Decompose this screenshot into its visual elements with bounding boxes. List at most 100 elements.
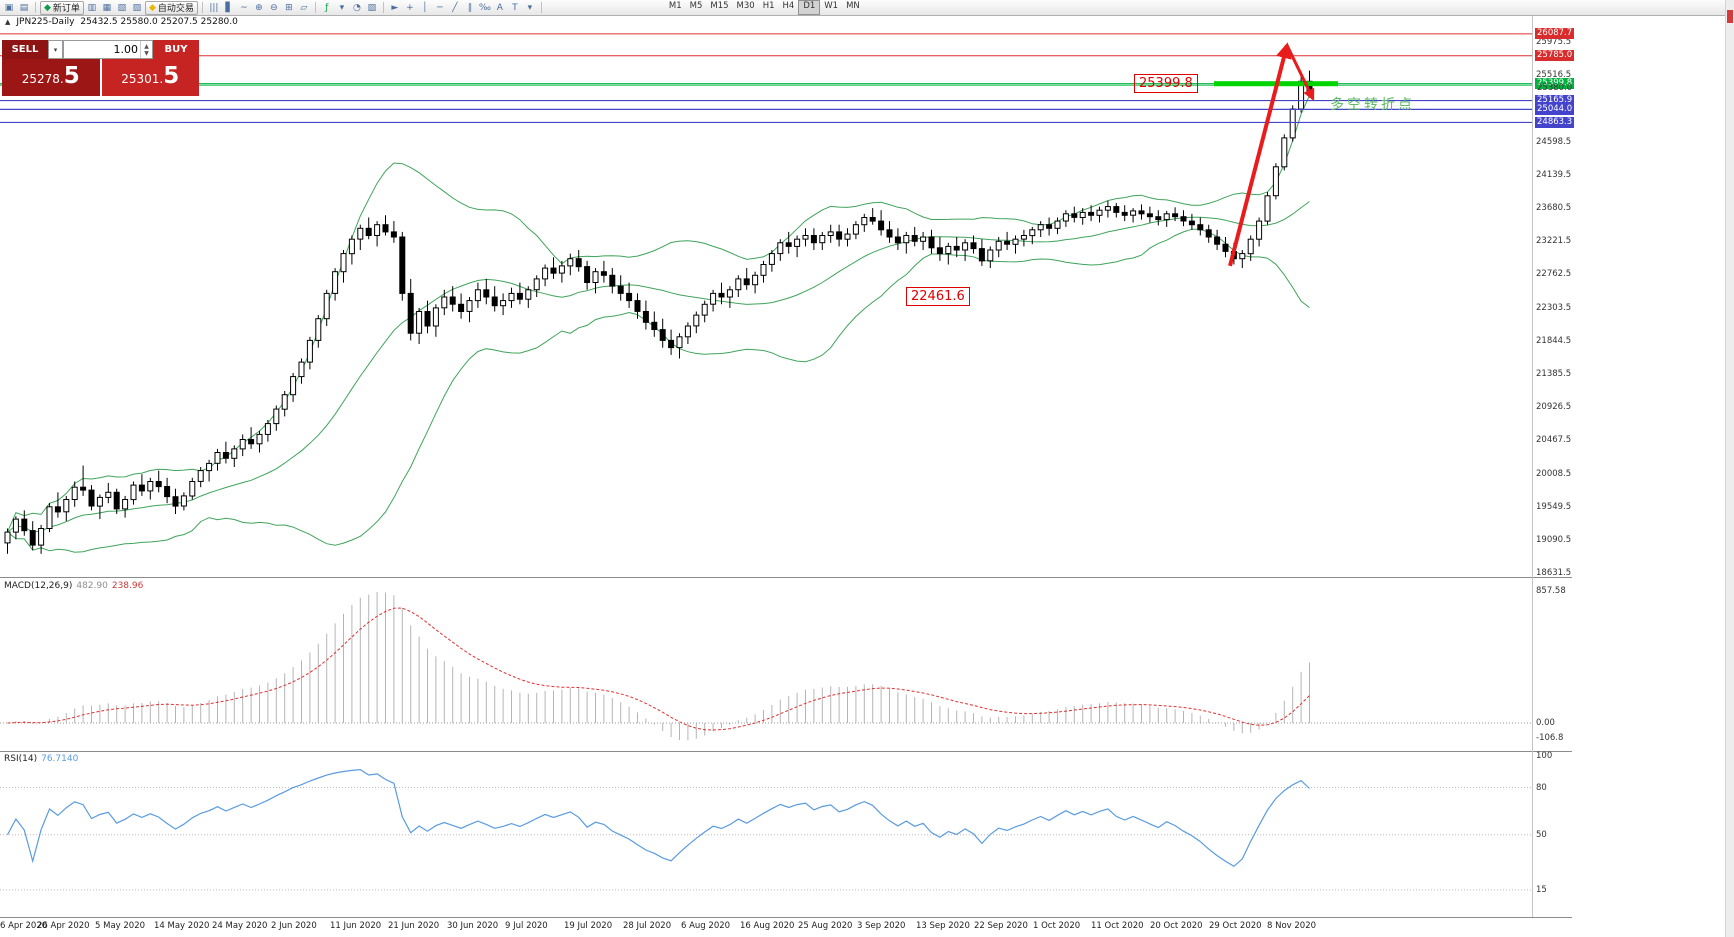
- timeframe-m5[interactable]: M5: [689, 1, 703, 11]
- data-window-icon[interactable]: ▦: [100, 1, 114, 14]
- bars-chart-icon-glyph: |||: [209, 2, 219, 13]
- order-type-dropdown[interactable]: ▾: [48, 40, 63, 59]
- toolbar: ▣ ▤ ◆ 新订单 ▥ ▦ ▧ ▨ ◆ 自动交易 ||| ▋ ~ ⊕ ⊖ ⊞ ▱ ƒ ▾ ◔ ▨ ► + │ ─ ╱ ∥ ‰ A T ▾ M…: [0, 0, 1734, 16]
- auto-arrange-icon[interactable]: ▱: [297, 1, 311, 14]
- tile-windows-icon-glyph: ⊞: [285, 2, 293, 13]
- indicators-icon[interactable]: ƒ: [320, 1, 334, 14]
- autotrading-button[interactable]: ◆ 自动交易: [144, 0, 198, 15]
- sell-price-big: 5: [63, 63, 80, 89]
- toolbar-icons: ▣ ▤ ◆ 新订单 ▥ ▦ ▧ ▨ ◆ 自动交易 ||| ▋ ~ ⊕ ⊖ ⊞ ▱ ƒ ▾ ◔ ▨ ► + │ ─ ╱ ∥ ‰ A T ▾: [2, 0, 545, 15]
- buy-button[interactable]: BUY: [153, 40, 199, 59]
- horizontal-line-icon-glyph: ─: [437, 2, 443, 13]
- templates-icon[interactable]: ▨: [365, 1, 379, 14]
- data-window-icon-glyph: ▦: [102, 2, 112, 13]
- tile-windows-icon[interactable]: ⊞: [282, 1, 296, 14]
- collapse-icon[interactable]: ▲: [5, 18, 11, 26]
- new-chart-icon-glyph: ▣: [4, 2, 14, 13]
- sell-price[interactable]: 25278. 5: [2, 59, 100, 96]
- volume-spinner[interactable]: ▲ ▼: [140, 41, 152, 58]
- crosshair-icon[interactable]: +: [403, 1, 417, 14]
- vertical-scrollbar[interactable]: [1725, 0, 1734, 937]
- zoom-out-icon[interactable]: ⊖: [267, 1, 281, 14]
- period-dropdown-glyph: ◔: [352, 2, 361, 13]
- trendline-icon[interactable]: ╱: [448, 1, 462, 14]
- horizontal-line-icon[interactable]: ─: [433, 1, 447, 14]
- timeframe-m1[interactable]: M1: [668, 1, 682, 11]
- arrows-dropdown[interactable]: ▾: [523, 1, 537, 14]
- scrollbar-thumb[interactable]: [1727, 10, 1733, 23]
- new-order-button-label: 新订单: [52, 4, 80, 14]
- trend-arrow-up[interactable]: [1228, 42, 1292, 267]
- ohlc-values: 25432.5 25580.0 25207.5 25280.0: [80, 17, 238, 27]
- new-order-button-glyph: ◆: [44, 2, 51, 13]
- rsi-name: RSI(14): [4, 754, 38, 764]
- line-chart-icon[interactable]: ~: [237, 1, 251, 14]
- timeframe-d1[interactable]: D1: [798, 0, 821, 15]
- label-icon[interactable]: T: [508, 1, 522, 14]
- bars-chart-icon[interactable]: |||: [207, 1, 221, 14]
- templates-icon-glyph: ▨: [367, 2, 377, 13]
- timeframe-w1[interactable]: W1: [824, 1, 839, 11]
- candles-chart-icon-glyph: ▋: [225, 2, 233, 13]
- zoom-in-icon[interactable]: ⊕: [252, 1, 266, 14]
- rsi-value: 76.7140: [41, 754, 79, 764]
- sell-button[interactable]: SELL: [2, 40, 48, 59]
- toolbar-separator: [540, 2, 542, 13]
- candles-chart-icon[interactable]: ▋: [222, 1, 236, 14]
- indicators-dropdown[interactable]: ▾: [335, 1, 349, 14]
- zoom-out-icon-glyph: ⊖: [270, 2, 278, 13]
- toolbar-separator: [35, 2, 36, 13]
- autotrading-button-glyph: ◆: [148, 2, 156, 13]
- spinner-down-icon[interactable]: ▼: [144, 49, 149, 57]
- macd-main-value: 482.90: [76, 581, 108, 591]
- period-dropdown[interactable]: ◔: [350, 1, 364, 14]
- new-order-button[interactable]: ◆ 新订单: [40, 0, 84, 15]
- channel-icon-glyph: ∥: [467, 2, 473, 13]
- timeframe-m30[interactable]: M30: [736, 1, 755, 11]
- timeframe-h1[interactable]: H1: [762, 1, 775, 11]
- buy-price-main: 25301.: [121, 72, 164, 86]
- auto-arrange-icon-glyph: ▱: [300, 2, 308, 13]
- macd-label: MACD(12,26,9) 482.90 238.96: [4, 581, 143, 591]
- timeframe-h4[interactable]: H4: [782, 1, 795, 11]
- crosshair-icon-glyph: +: [406, 2, 414, 13]
- indicators-icon-glyph: ƒ: [325, 2, 329, 13]
- volume-input[interactable]: [64, 41, 140, 58]
- fibonacci-icon[interactable]: ‰: [478, 1, 492, 14]
- line-chart-icon-glyph: ~: [240, 2, 248, 13]
- profiles-icon-glyph: ▤: [19, 2, 29, 13]
- symbol-title: JPN225-Daily: [16, 17, 75, 27]
- vertical-line-icon[interactable]: │: [418, 1, 432, 14]
- timeframe-bar: M1 M5 M15 M30 H1 H4 D1 W1 MN: [665, 0, 864, 15]
- terminal-icon[interactable]: ▨: [130, 1, 144, 14]
- text-icon[interactable]: A: [493, 1, 507, 14]
- fibonacci-icon-glyph: ‰: [478, 2, 491, 13]
- vertical-line-icon-glyph: │: [422, 2, 428, 13]
- timeframe-mn[interactable]: MN: [846, 1, 860, 11]
- new-chart-icon[interactable]: ▣: [2, 1, 16, 14]
- autotrading-button-label: 自动交易: [157, 4, 194, 14]
- spinner-up-icon[interactable]: ▲: [144, 42, 149, 50]
- cursor-icon[interactable]: ►: [388, 1, 402, 14]
- sell-price-main: 25278.: [21, 72, 64, 86]
- trend-arrow-down[interactable]: [1285, 44, 1315, 101]
- chart-title-bar: ▲ JPN225-Daily 25432.5 25580.0 25207.5 2…: [5, 17, 238, 27]
- toolbar-separator: [201, 2, 203, 13]
- market-watch-icon-glyph: ▥: [87, 2, 97, 13]
- toolbar-separator: [314, 2, 316, 13]
- timeframe-m15[interactable]: M15: [710, 1, 729, 11]
- buy-price[interactable]: 25301. 5: [101, 59, 199, 96]
- market-watch-icon[interactable]: ▥: [85, 1, 99, 14]
- macd-name: MACD(12,26,9): [4, 581, 73, 591]
- profiles-icon[interactable]: ▤: [17, 1, 31, 14]
- macd-signal-value: 238.96: [111, 581, 144, 591]
- one-click-trading-panel: SELL ▾ ▲▼ BUY 25278.5 25301.5: [2, 40, 199, 96]
- buy-price-big: 5: [163, 63, 180, 89]
- channel-icon[interactable]: ∥: [463, 1, 477, 14]
- navigator-icon[interactable]: ▧: [115, 1, 129, 14]
- navigator-icon-glyph: ▧: [117, 2, 127, 13]
- terminal-icon-glyph: ▨: [132, 2, 142, 13]
- indicators-dropdown-glyph: ▾: [339, 2, 345, 13]
